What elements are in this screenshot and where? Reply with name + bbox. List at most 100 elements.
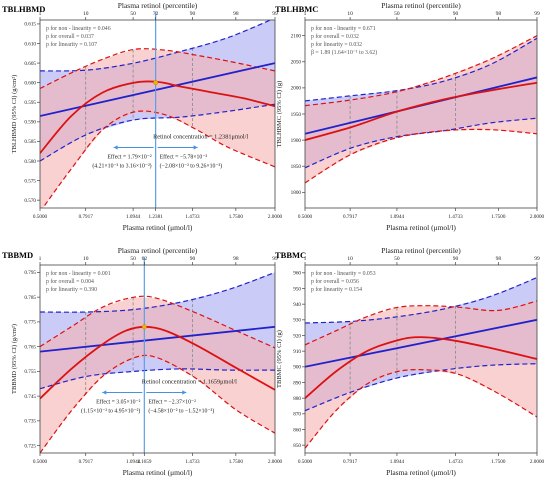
y-tick-label: 0.795 — [24, 270, 36, 276]
y-tick-label: 940 — [293, 302, 301, 308]
chart-panel-tblhbmc: 0.5000 0.7917 1.0944 1.4733 1.7500 2.0000 Plas… — [275, 1, 545, 232]
effect-right-text: Effect = −2.37×10⁻² — [148, 398, 196, 405]
y-tick-label: 0.610 — [24, 41, 36, 47]
x-tick-label: 1.7500 — [491, 214, 506, 220]
linear-fit-line — [305, 318, 537, 368]
linear-ci-lower — [40, 368, 275, 390]
y-tick-label: 950 — [293, 286, 301, 292]
y-tick-label: 960 — [293, 271, 301, 277]
y-tick-label: 0.765 — [24, 344, 36, 350]
y-tick-label: 0.590 — [24, 120, 36, 126]
linear-ci-upper — [305, 37, 537, 102]
x-tick-label: 1.4733 — [448, 459, 463, 465]
x-tick-label: 0.5000 — [33, 459, 48, 465]
panel-label: TBBMC — [275, 250, 306, 260]
y-tick-label: 0.785 — [24, 295, 36, 301]
top-tick-label: 1 — [39, 11, 42, 17]
x-tick-label: 0.5000 — [33, 214, 48, 220]
plot-frame — [304, 264, 538, 454]
stats-text: p for linearity = 0.154 — [311, 286, 362, 293]
stats-text: p for linearity = 0.107 — [46, 41, 97, 48]
threshold-marker — [153, 80, 159, 86]
linear-ci-lower — [305, 117, 537, 169]
y-tick-label: 2050 — [291, 60, 302, 66]
y-axis-label: TBBMD (95% CI) (g/cm²) — [11, 324, 18, 394]
threshold-marker — [141, 324, 147, 330]
top-axis-label: Plasma retinol (percentile) — [381, 246, 461, 255]
x-tick-label: 1.0944 — [126, 459, 141, 465]
x-tick-label: 0.7917 — [343, 214, 358, 220]
x-tick-label: 0.7917 — [343, 459, 358, 465]
y-tick-label: 0.570 — [24, 198, 36, 204]
y-tick-label: 910 — [293, 349, 301, 355]
top-tick-label: 1 — [304, 11, 307, 17]
y-tick-label: 890 — [293, 380, 301, 386]
threshold-label: Retinol concentration = 1.1659μmol/l — [142, 378, 237, 385]
y-tick-label: 880 — [293, 396, 301, 402]
plot-area — [305, 276, 537, 449]
stats-text: p for linearity = 0.032 — [311, 41, 362, 48]
linear-ci-upper — [40, 20, 272, 72]
x-tick-label: 1.1659 — [137, 459, 152, 465]
top-tick-label: 90 — [190, 11, 196, 17]
y-tick-label: 0.605 — [24, 61, 36, 67]
y-tick-label: 0.575 — [24, 178, 36, 184]
y-tick-label: 920 — [293, 333, 301, 339]
stats-text: p for overall = 0.037 — [46, 33, 94, 40]
y-tick-label: 0.595 — [24, 100, 36, 106]
panel-label: TBLHBMC — [275, 4, 318, 14]
x-tick-label: 1.7500 — [491, 459, 506, 465]
top-tick-label: 1 — [39, 256, 42, 262]
panel-label: TBLHBMD — [2, 4, 45, 14]
y-tick-label: 2000 — [291, 86, 302, 92]
x-tick-label: 2.0000 — [268, 459, 283, 465]
y-tick-label: 1900 — [291, 138, 302, 144]
x-tick-label: 2.0000 — [530, 214, 545, 220]
x-tick-label: 1.2381 — [149, 214, 164, 220]
top-tick-label: 99 — [534, 11, 540, 17]
y-tick-label: 1800 — [291, 190, 302, 196]
y-tick-label: 0.745 — [24, 394, 36, 400]
stats-text: p for non - linearity = 0.671 — [311, 25, 376, 32]
y-tick-label: 930 — [293, 318, 301, 324]
x-tick-label: 2.0000 — [268, 214, 283, 220]
nonlinear-ci-band — [40, 297, 275, 453]
x-axis-label: Plasma retinol (μmol/l) — [123, 223, 193, 232]
top-tick-label: 98 — [233, 11, 239, 17]
x-tick-label: 1.7500 — [229, 214, 244, 220]
stats-text: p for non - linearity = 0.001 — [46, 270, 111, 277]
effect-left-text: Effect = 3.05×10⁻² — [96, 398, 140, 405]
stats-text: p for non - linearity = 0.046 — [46, 25, 111, 32]
top-tick-label: 99 — [272, 256, 278, 262]
y-tick-label: 2100 — [291, 33, 302, 39]
y-tick-label: 0.735 — [24, 419, 36, 425]
stats-text: p for overall = 0.004 — [46, 278, 94, 285]
y-tick-label: 870 — [293, 412, 301, 418]
effect-right-text: Effect = −5.78×10⁻³ — [160, 153, 208, 160]
y-tick-label: 0.755 — [24, 369, 36, 375]
nonlinear-ci-lower — [42, 110, 275, 208]
top-tick-label: 10 — [347, 256, 353, 262]
y-axis-label: TBLHBMC (95% CI) (g) — [276, 81, 283, 148]
nonlinear-ci-upper — [40, 295, 275, 349]
nonlinear-fit-line — [305, 81, 537, 141]
nonlinear-ci-lower — [305, 128, 537, 184]
effect-left-text: Effect = 1.79×10⁻² — [107, 153, 151, 160]
y-tick-label: 0.600 — [24, 80, 36, 86]
nonlinear-ci-band — [305, 301, 537, 449]
top-tick-label: 98 — [496, 256, 502, 262]
y-axis-label: TBLHBMD (95% CI) (g/cm²) — [11, 75, 18, 154]
x-tick-label: 0.5000 — [298, 214, 313, 220]
y-tick-label: 0.775 — [24, 320, 36, 326]
effect-left-text: (4.21×10⁻³ to 3.16×10⁻²) — [92, 162, 151, 169]
x-tick-label: 0.7917 — [79, 214, 94, 220]
x-tick-label: 0.5000 — [298, 459, 313, 465]
linear-fit-line — [40, 62, 275, 117]
x-tick-label: 1.4733 — [448, 214, 463, 220]
effect-arrowhead-left — [102, 390, 107, 395]
effect-arrowhead-left — [113, 145, 118, 150]
top-axis-label: Plasma retinol (percentile) — [118, 1, 198, 10]
y-tick-label: 1850 — [291, 164, 302, 170]
top-axis-label: Plasma retinol (percentile) — [118, 246, 198, 255]
